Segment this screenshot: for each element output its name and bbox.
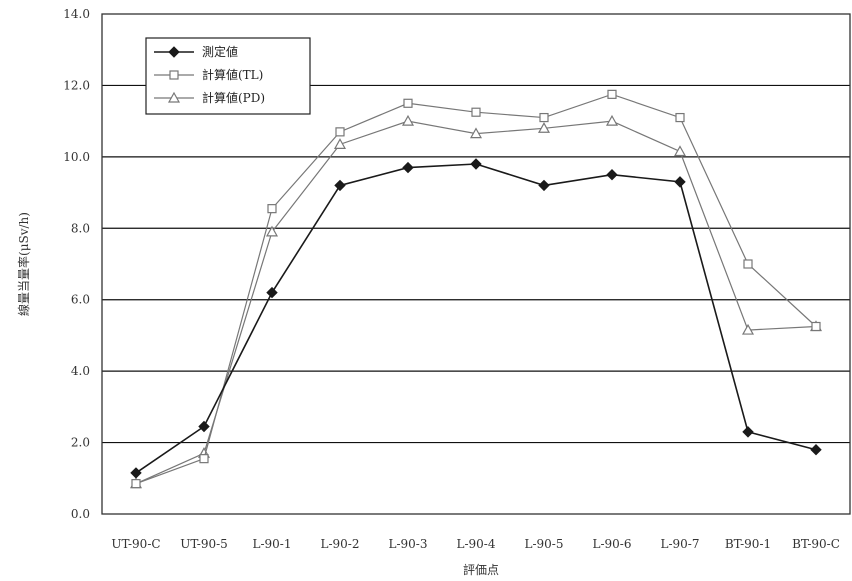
- data-point: [469, 127, 483, 139]
- data-point: [810, 444, 822, 456]
- legend-marker: [169, 70, 179, 80]
- y-tick-label: 0.0: [71, 507, 90, 521]
- data-point: [402, 161, 414, 174]
- legend-item: 測定値: [154, 44, 238, 59]
- plot-area: [101, 13, 851, 515]
- legend-label: 計算値(PD): [202, 90, 265, 105]
- x-tick-label: L-90-4: [457, 537, 496, 551]
- x-tick-label: BT-90-1: [725, 537, 771, 551]
- data-point: [335, 127, 345, 137]
- data-point: [471, 107, 481, 117]
- x-axis-ticks: UT-90-C UT-90-5 L-90-1 L-90-2 L-90-3 L-90-4 L-…: [111, 537, 839, 551]
- grid-lines: [102, 84, 850, 444]
- x-tick-label: UT-90-C: [111, 537, 160, 551]
- series-line: [135, 163, 817, 474]
- y-tick-label: 4.0: [71, 364, 90, 378]
- y-tick-label: 14.0: [63, 7, 90, 21]
- y-tick-label: 2.0: [71, 436, 90, 450]
- y-tick-label: 8.0: [71, 221, 90, 235]
- data-point: [606, 169, 618, 181]
- data-point: [675, 112, 685, 123]
- data-point: [811, 321, 821, 332]
- y-tick-label: 6.0: [71, 293, 90, 307]
- data-point: [266, 286, 278, 299]
- data-point: [742, 426, 754, 438]
- data-point: [673, 145, 687, 157]
- legend-marker: [168, 46, 180, 58]
- data-point: [537, 122, 551, 133]
- series-3: [129, 114, 823, 489]
- series-line: [135, 120, 817, 485]
- data-point: [470, 158, 482, 170]
- x-tick-label: L-90-7: [661, 537, 700, 551]
- x-tick-label: BT-90-C: [792, 537, 840, 551]
- data-point: [743, 259, 753, 269]
- y-tick-label: 12.0: [63, 78, 90, 92]
- y-tick-label: 10.0: [63, 150, 90, 164]
- x-tick-label: L-90-2: [321, 537, 360, 551]
- data-point: [198, 420, 210, 433]
- data-point: [333, 138, 347, 149]
- x-tick-label: L-90-6: [593, 537, 632, 551]
- data-point: [334, 179, 346, 192]
- x-tick-label: UT-90-5: [180, 537, 228, 551]
- x-tick-label: L-90-1: [253, 537, 292, 551]
- data-point: [674, 176, 686, 188]
- data-point: [605, 114, 619, 126]
- x-tick-label: L-90-5: [525, 537, 564, 551]
- series-1: [130, 158, 822, 479]
- data-point: [403, 98, 413, 108]
- legend-item: 計算値(PD): [154, 90, 265, 105]
- y-axis-ticks: 0.0 2.0 4.0 6.0 8.0 10.0 12.0 14.0: [63, 7, 90, 521]
- data-point: [130, 467, 142, 479]
- series-2: [131, 89, 821, 489]
- x-axis-label: 評価点: [463, 562, 499, 577]
- data-point: [539, 112, 549, 123]
- series-layer: [129, 89, 823, 489]
- data-point: [265, 225, 279, 237]
- legend-item: 計算値(TL): [154, 67, 263, 82]
- legend-marker: [167, 91, 181, 103]
- data-point: [401, 114, 415, 126]
- legend-label: 計算値(TL): [202, 67, 263, 82]
- x-tick-label: L-90-3: [389, 537, 428, 551]
- data-point: [741, 323, 755, 335]
- data-point: [538, 179, 550, 192]
- legend-label: 測定値: [202, 44, 238, 59]
- data-point: [199, 454, 209, 464]
- y-axis-label: 線量当量率(μSv/h): [16, 212, 31, 316]
- data-point: [131, 479, 141, 489]
- data-point: [607, 89, 617, 99]
- series-line: [135, 93, 817, 485]
- data-point: [267, 204, 277, 214]
